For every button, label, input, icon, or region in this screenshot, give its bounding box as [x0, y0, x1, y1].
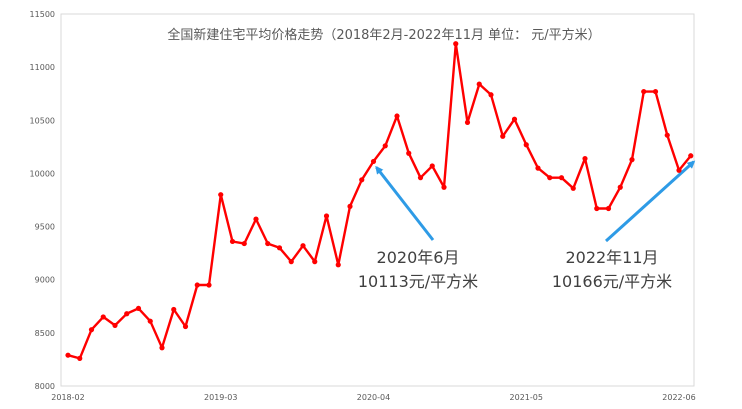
data-point: [300, 243, 306, 249]
data-point: [147, 318, 153, 324]
annotation-arrows: [375, 160, 696, 243]
data-point: [370, 158, 377, 165]
x-tick-label: 2021-05: [510, 393, 543, 402]
data-point: [605, 205, 612, 212]
chart-title: 全国新建住宅平均价格走势（2018年2月-2022年11月 单位： 元/平方米）: [167, 27, 600, 43]
annotation-date: 2020年6月: [377, 248, 460, 267]
data-point: [77, 355, 83, 361]
y-tick-label: 8500: [35, 329, 55, 338]
data-point: [159, 345, 165, 351]
data-point: [335, 262, 341, 268]
price-line: [67, 42, 692, 360]
y-tick-label: 8000: [35, 382, 55, 391]
x-tick-label: 2018-02: [51, 393, 84, 402]
data-point: [652, 88, 659, 95]
data-point: [359, 177, 365, 183]
data-point: [112, 322, 118, 329]
data-point: [594, 205, 600, 212]
data-point: [65, 352, 71, 358]
x-axis-ticks: 2018-02 2019-03 2020-04 2021-05 2022-06: [51, 393, 695, 402]
annotation-date: 2022年11月: [565, 248, 658, 267]
data-point: [664, 132, 670, 138]
x-tick-label: 2022-06: [662, 393, 695, 402]
y-tick-label: 10500: [30, 116, 55, 125]
data-point: [500, 133, 506, 139]
x-tick-label: 2019-03: [204, 393, 237, 402]
data-point: [641, 88, 647, 95]
annotation-labels: 2020年6月 10113元/平方米 2022年11月 10166元/平方米: [358, 248, 672, 291]
data-point: [229, 238, 236, 245]
data-point: [135, 305, 142, 312]
data-point: [523, 142, 529, 148]
data-point: [453, 41, 459, 47]
series-layer: [65, 41, 694, 361]
plot-area-frame: [60, 13, 695, 387]
data-point: [124, 311, 130, 317]
data-point: [629, 157, 635, 163]
data-point: [570, 185, 576, 191]
y-axis-ticks: 8000 8500 9000 9500 10000 10500 11000 11500: [30, 10, 55, 391]
y-tick-label: 9500: [35, 223, 55, 232]
annotation-price: 10166元/平方米: [552, 272, 672, 291]
data-point: [182, 323, 189, 330]
data-point: [688, 153, 694, 159]
data-point: [241, 240, 247, 247]
y-tick-label: 9000: [35, 276, 55, 285]
data-point: [582, 155, 588, 162]
data-point: [382, 143, 388, 149]
y-tick-label: 10000: [30, 169, 55, 178]
data-point: [276, 245, 283, 251]
data-point: [323, 213, 330, 219]
data-point: [417, 175, 424, 181]
data-point: [265, 240, 271, 247]
data-point: [288, 259, 294, 265]
data-point: [547, 175, 553, 181]
data-point: [100, 314, 106, 320]
y-tick-label: 11500: [30, 10, 55, 19]
data-point: [171, 306, 177, 313]
data-point: [406, 150, 412, 156]
data-point: [194, 282, 200, 288]
data-point: [347, 203, 353, 209]
x-tick-label: 2020-04: [357, 393, 390, 402]
data-point: [218, 192, 224, 198]
data-point: [558, 175, 565, 181]
annotation-arrow: [604, 160, 696, 243]
data-point: [394, 113, 400, 119]
data-point: [476, 81, 482, 87]
data-point: [88, 327, 95, 333]
data-point: [441, 184, 447, 190]
y-tick-label: 11000: [30, 63, 55, 72]
data-point: [206, 282, 212, 288]
data-point: [429, 163, 435, 169]
data-point: [253, 216, 259, 222]
data-point: [676, 167, 682, 173]
data-point: [617, 184, 623, 190]
annotation-arrow: [375, 165, 435, 241]
data-point: [312, 259, 318, 265]
data-point: [511, 116, 518, 122]
annotation-price: 10113元/平方米: [358, 272, 478, 291]
data-point: [535, 165, 541, 171]
data-point: [464, 119, 471, 126]
data-point: [488, 92, 494, 98]
